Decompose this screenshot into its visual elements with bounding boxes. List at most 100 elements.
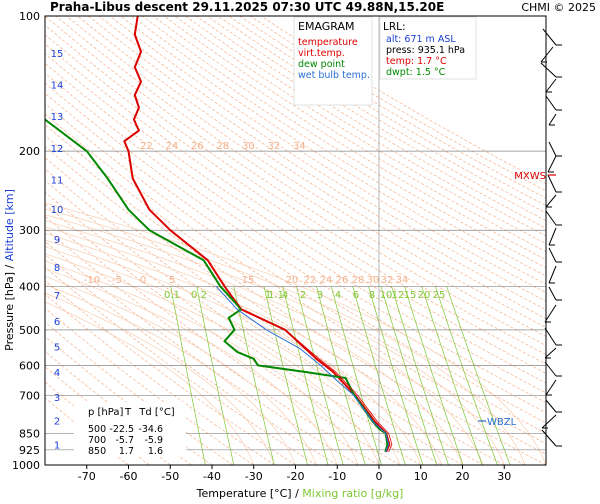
altitude-tick-label: 8: [54, 263, 60, 274]
x-tick-label: -20: [287, 470, 305, 483]
data-table-cell: 1.6: [148, 446, 163, 457]
wind-barb: [545, 362, 556, 376]
dry-adiabat-label: 26: [336, 275, 349, 286]
wind-barb: [548, 175, 556, 192]
data-table-cell: 850: [88, 446, 106, 457]
dry-adiabat-line: [164, 16, 600, 465]
wind-barb: [545, 328, 556, 345]
wind-barb: [549, 142, 556, 156]
y-tick-label: 700: [19, 389, 40, 402]
data-table-header: Td [°C]: [138, 407, 175, 418]
mixing-ratio-label: 12: [392, 290, 405, 301]
mixing-ratio-label: 20: [418, 290, 431, 301]
lrl-line: alt: 671 m ASL: [386, 34, 456, 45]
altitude-tick-label: 9: [54, 235, 60, 246]
dry-adiabat-label: 15: [242, 275, 255, 286]
dry-adiabat-label: 20: [286, 275, 299, 286]
wind-barb: [546, 400, 556, 412]
altitude-tick-label: 5: [54, 343, 60, 354]
mixing-ratio-label: 25: [433, 290, 446, 301]
mixing-ratio-label: 10: [380, 290, 393, 301]
wind-barb: [548, 156, 556, 172]
altitude-tick-label: 7: [54, 291, 60, 302]
altitude-tick-label: 15: [51, 49, 64, 60]
dry-adiabat-label: 32: [381, 275, 394, 286]
wbzl-label: WBZL: [487, 417, 517, 428]
mixing-ratio-line: [283, 286, 328, 465]
mixing-ratio-label: 2: [300, 290, 306, 301]
data-table-cell: 500: [88, 424, 106, 435]
x-tick-label: 10: [414, 470, 428, 483]
y-tick-label: 1000: [12, 459, 40, 472]
mixing-ratio-label: 0.2: [191, 290, 207, 301]
dry-adiabat-line: [0, 16, 525, 465]
dry-adiabat-label: -10: [84, 275, 100, 286]
dry-adiabat-label: 28: [217, 141, 230, 152]
altitude-tick-label: 6: [54, 317, 60, 328]
lrl-title: LRL:: [383, 21, 406, 33]
y-tick-label: 400: [19, 280, 40, 293]
dry-adiabat-line: [153, 16, 600, 465]
y-tick-label: 100: [19, 10, 40, 23]
wind-barb: [549, 248, 556, 262]
altitude-tick-label: 1: [54, 440, 60, 451]
legend-item: wet bulb temp.: [298, 70, 370, 81]
dry-adiabat-label: -5: [112, 275, 122, 286]
data-table-header: p [hPa]: [88, 407, 123, 418]
dry-adiabat-label: 24: [166, 141, 179, 152]
data-table-cell: -34.6: [138, 424, 163, 435]
legend-item: virt.temp.: [298, 48, 345, 59]
x-tick-label: -40: [203, 470, 221, 483]
mixing-ratio-line: [405, 286, 464, 465]
dry-adiabat-label: 28: [352, 275, 365, 286]
dry-adiabat-label: 32: [268, 141, 281, 152]
y-tick-label: 200: [19, 145, 40, 158]
dry-adiabat-label: 30: [367, 275, 380, 286]
wind-barb: [546, 380, 556, 395]
y-tick-label: 600: [19, 359, 40, 372]
wind-barb: [546, 96, 556, 110]
data-table-cell: -5.7: [115, 435, 134, 446]
dry-adiabat-line: [0, 16, 442, 465]
dry-adiabat-label: 26: [191, 141, 204, 152]
dry-adiabat-line: [0, 16, 546, 465]
dry-adiabat-line: [0, 16, 275, 465]
y-axis-label: Pressure [hPa] / Altitude [km]: [3, 189, 16, 351]
y-tick-label: 925: [19, 444, 40, 457]
mixing-ratio-label: 3: [317, 290, 323, 301]
mixing-ratio-line: [422, 286, 483, 465]
data-table-header: T: [124, 407, 132, 418]
mixing-ratio-label: 4: [282, 290, 288, 301]
dry-adiabat-line: [0, 16, 295, 465]
mixing-ratio-label: 4: [335, 290, 341, 301]
wind-barb: [546, 195, 556, 207]
altitude-tick-label: 14: [51, 80, 64, 91]
wind-barb: [546, 211, 556, 225]
moist-adiabat-line: [0, 151, 442, 465]
mxws-label: MXWS: [514, 171, 546, 182]
wind-barb: [549, 228, 556, 245]
wind-barb: [549, 114, 556, 125]
x-tick-label: 30: [497, 470, 511, 483]
dry-adiabat-line: [0, 16, 504, 465]
altitude-tick-label: 10: [51, 205, 64, 216]
altitude-tick-label: 13: [51, 112, 64, 123]
mixing-ratio-line: [435, 286, 497, 465]
dry-adiabat-label: 30: [242, 141, 255, 152]
wind-barb: [549, 287, 556, 300]
altitude-tick-label: 12: [51, 144, 64, 155]
data-table-cell: -22.5: [109, 424, 134, 435]
altitude-tick-label: 2: [54, 417, 60, 428]
mixing-ratio-label: 8: [369, 290, 375, 301]
dry-adiabat-label: 34: [396, 275, 409, 286]
wind-barb: [545, 305, 556, 322]
dry-adiabat-label: 5: [169, 275, 175, 286]
x-tick-label: -70: [78, 470, 96, 483]
lrl-line: press: 935.1 hPa: [386, 45, 465, 56]
x-tick-label: 0: [376, 470, 383, 483]
legend-title: EMAGRAM: [298, 20, 355, 33]
